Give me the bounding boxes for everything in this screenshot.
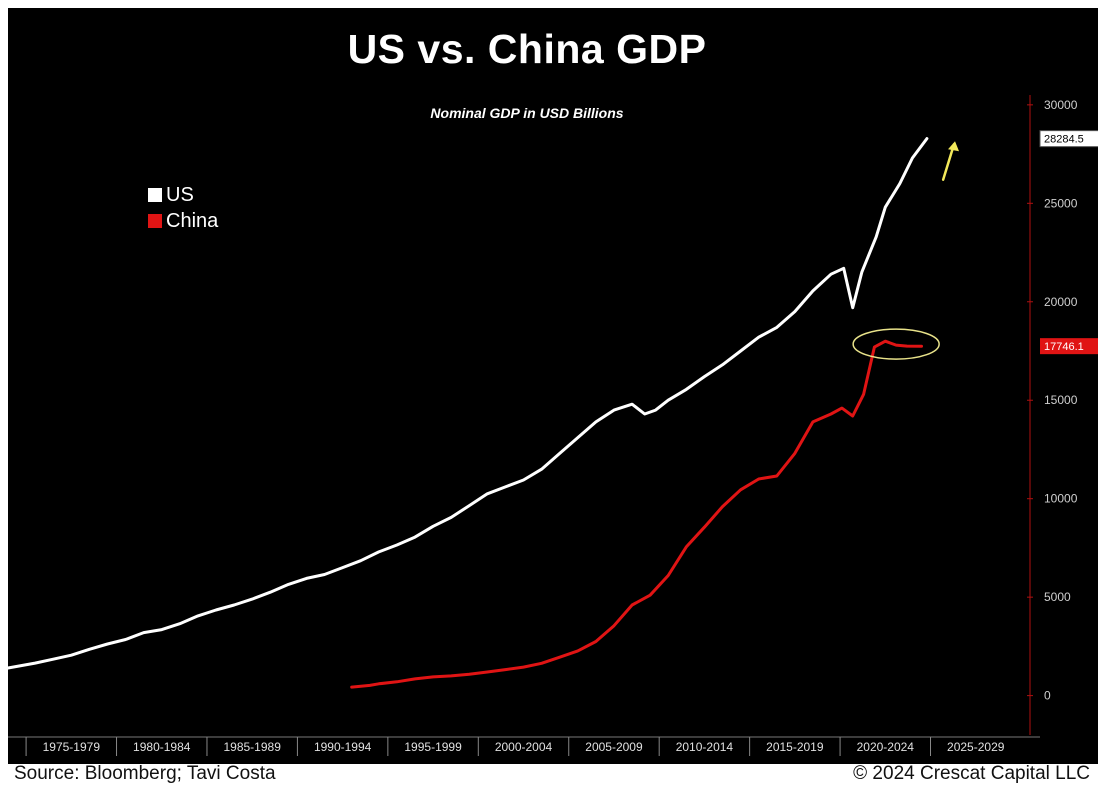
trend-arrow-shaft (941, 142, 956, 181)
y-tick-label: 20000 (1044, 295, 1078, 309)
highlight-ellipse (852, 328, 940, 360)
x-tick-label: 1995-1999 (404, 740, 462, 754)
chart-panel (8, 8, 1098, 764)
y-tick-label: 15000 (1044, 393, 1078, 407)
legend-item-us: US (148, 182, 218, 208)
y-tick-label: 5000 (1044, 590, 1071, 604)
chart-title: US vs. China GDP (347, 26, 707, 72)
x-tick-label: 2010-2014 (676, 740, 734, 754)
copyright-note: © 2024 Crescat Capital LLC (853, 763, 1090, 784)
series-line-us (6, 137, 929, 670)
legend-swatch (148, 188, 162, 202)
source-note: Source: Bloomberg; Tavi Costa (14, 763, 276, 784)
y-tick-label: 0 (1044, 689, 1051, 703)
last-value-tag-china: 17746.1 (1040, 338, 1098, 355)
x-tick-label: 2015-2019 (766, 740, 824, 754)
trend-arrow-head (948, 141, 960, 152)
legend-label: China (166, 210, 219, 232)
legend-swatch (148, 214, 162, 228)
x-tick-label: 2000-2004 (495, 740, 553, 754)
y-tick-label: 30000 (1044, 98, 1078, 112)
x-tick-label: 1980-1984 (133, 740, 191, 754)
series-layer (6, 137, 929, 689)
x-tick-label: 2020-2024 (857, 740, 915, 754)
last-value-tag-box (1039, 130, 1098, 148)
chart-subtitle: Nominal GDP in USD Billions (430, 105, 624, 121)
x-tick-label: 2005-2009 (585, 740, 643, 754)
series-line-china (350, 339, 923, 689)
x-tick-label: 2025-2029 (947, 740, 1005, 754)
chart-legend: US China (148, 182, 218, 234)
last-value-tag-us: 28284.5 (1039, 130, 1098, 148)
y-tick-label: 10000 (1044, 492, 1078, 506)
x-tick-label: 1985-1989 (223, 740, 281, 754)
axes-group: 0 5000 10000 15000 20000 25000 30000 1975-1979 1… (8, 95, 1078, 756)
x-tick-label: 1975-1979 (43, 740, 101, 754)
legend-item-china: China (148, 208, 218, 234)
last-value-tag-box (1040, 338, 1098, 355)
x-tick-label: 1990-1994 (314, 740, 372, 754)
y-tick-label: 25000 (1044, 196, 1078, 210)
last-value-tag-label: 17746.1 (1044, 341, 1084, 353)
legend-label: US (166, 184, 194, 206)
last-value-tag-label: 28284.5 (1044, 134, 1084, 146)
annotations-layer: 28284.5 17746.1 (852, 130, 1098, 360)
